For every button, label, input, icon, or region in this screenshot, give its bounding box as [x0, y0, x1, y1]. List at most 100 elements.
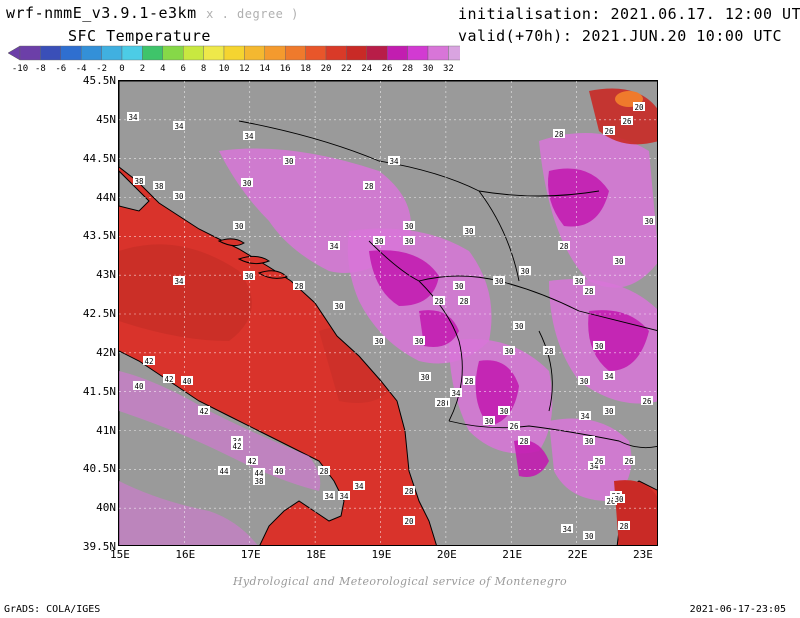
contour-label: 30: [403, 236, 415, 246]
contour-label: 20: [633, 102, 645, 112]
svg-text:30: 30: [454, 282, 464, 291]
contour-label: 28: [433, 296, 445, 306]
svg-text:30: 30: [574, 277, 584, 286]
contour-label: 28: [583, 286, 595, 296]
svg-text:28: 28: [319, 467, 329, 476]
svg-text:30: 30: [499, 407, 509, 416]
colorbar-label: 14: [259, 64, 270, 74]
contour-label: 34: [588, 461, 600, 471]
hot-zone: [369, 250, 439, 306]
colorbar-swatch: [407, 45, 429, 61]
latitude-label: 41.5N: [82, 384, 116, 398]
svg-text:40: 40: [274, 467, 284, 476]
variable-title: SFC Temperature: [68, 27, 211, 45]
colorbar-label: -2: [96, 64, 107, 74]
svg-text:30: 30: [584, 532, 594, 541]
colorbar-swatch: [223, 45, 245, 61]
contour-label: 26: [621, 116, 633, 126]
contour-label: 38: [153, 181, 165, 191]
colorbar-label: 2: [140, 64, 145, 74]
svg-text:28: 28: [584, 287, 594, 296]
contour-label: 34: [243, 131, 255, 141]
svg-text:30: 30: [614, 495, 624, 504]
contour-label: 30: [613, 494, 625, 504]
colorbar-swatch: [182, 45, 204, 61]
colorbar-label: 32: [443, 64, 454, 74]
colorbar-label: 18: [300, 64, 311, 74]
island: [217, 238, 245, 247]
contour-label: 30: [373, 336, 385, 346]
contour-label: 30: [333, 301, 345, 311]
colorbar-swatch: [203, 45, 225, 61]
latitude-label: 45.5N: [82, 74, 116, 87]
svg-text:30: 30: [174, 192, 184, 201]
contour-label: 30: [419, 372, 431, 382]
svg-text:34: 34: [329, 242, 339, 251]
colorbar-swatch: [264, 45, 286, 61]
colorbar-label: 4: [160, 64, 165, 74]
svg-text:34: 34: [451, 389, 461, 398]
contour-label: 42: [246, 456, 258, 466]
hot-zone: [588, 310, 649, 371]
colorbar-swatch: [101, 45, 123, 61]
svg-text:26: 26: [642, 397, 652, 406]
contour-label: 34: [388, 156, 400, 166]
svg-text:34: 34: [244, 132, 254, 141]
svg-text:28: 28: [619, 522, 629, 531]
latitude-label: 42N: [96, 345, 116, 359]
svg-text:30: 30: [420, 373, 430, 382]
contour-label: 30: [498, 406, 510, 416]
svg-text:38: 38: [154, 182, 164, 191]
contour-label: 28: [553, 129, 565, 139]
svg-text:38: 38: [254, 477, 264, 486]
svg-text:30: 30: [334, 302, 344, 311]
svg-text:28: 28: [544, 347, 554, 356]
colorbar-label: 20: [321, 64, 332, 74]
svg-text:26: 26: [622, 117, 632, 126]
country-border: [478, 190, 520, 282]
svg-text:28: 28: [559, 242, 569, 251]
colorbar-swatch: [346, 45, 367, 61]
model-name: wrf-nmmE_v3.9.1-e3km: [6, 4, 197, 22]
svg-text:26: 26: [606, 497, 616, 506]
svg-text:30: 30: [414, 337, 424, 346]
contour-label: 30: [493, 276, 505, 286]
colorbar-label: -10: [12, 64, 28, 74]
longitude-label: 22E: [567, 548, 588, 561]
contour-label: 30: [463, 226, 475, 236]
svg-text:28: 28: [294, 282, 304, 291]
contour-label: 34: [127, 112, 139, 122]
colorbar-label: 8: [201, 64, 206, 74]
contour-label: 20: [403, 516, 415, 526]
latitude-label: 41N: [96, 423, 116, 437]
colorbar-label: 0: [119, 64, 124, 74]
credit-text: Hydrological and Meteorological service …: [232, 575, 568, 588]
svg-text:34: 34: [604, 372, 614, 381]
svg-text:42: 42: [247, 457, 256, 466]
colorbar-swatch: [366, 45, 388, 61]
contour-label: 26: [623, 456, 635, 466]
contour-label: 30: [583, 436, 595, 446]
contour-label: 26: [508, 421, 520, 431]
contour-label: 28: [458, 296, 470, 306]
contour-label: 30: [573, 276, 585, 286]
contour-label: 34: [173, 121, 185, 131]
colorbar-swatch: [305, 45, 327, 61]
longitude-label: 21E: [502, 548, 523, 561]
svg-text:30: 30: [244, 272, 254, 281]
colorbar-label: 22: [341, 64, 352, 74]
svg-text:34: 34: [589, 462, 599, 471]
svg-text:34: 34: [128, 113, 138, 122]
contour-label: 26: [641, 396, 653, 406]
svg-text:34: 34: [580, 412, 590, 421]
svg-text:34: 34: [389, 157, 399, 166]
colorbar-swatch: [60, 45, 82, 61]
contour-label: 30: [403, 221, 415, 231]
contour-label: 34: [603, 371, 615, 381]
contour-label: 28: [293, 281, 305, 291]
colorbar-swatch: [285, 45, 306, 61]
longitude-label: 15E: [110, 548, 130, 561]
longitude-label: 18E: [306, 548, 326, 561]
contour-label: 30: [453, 281, 465, 291]
